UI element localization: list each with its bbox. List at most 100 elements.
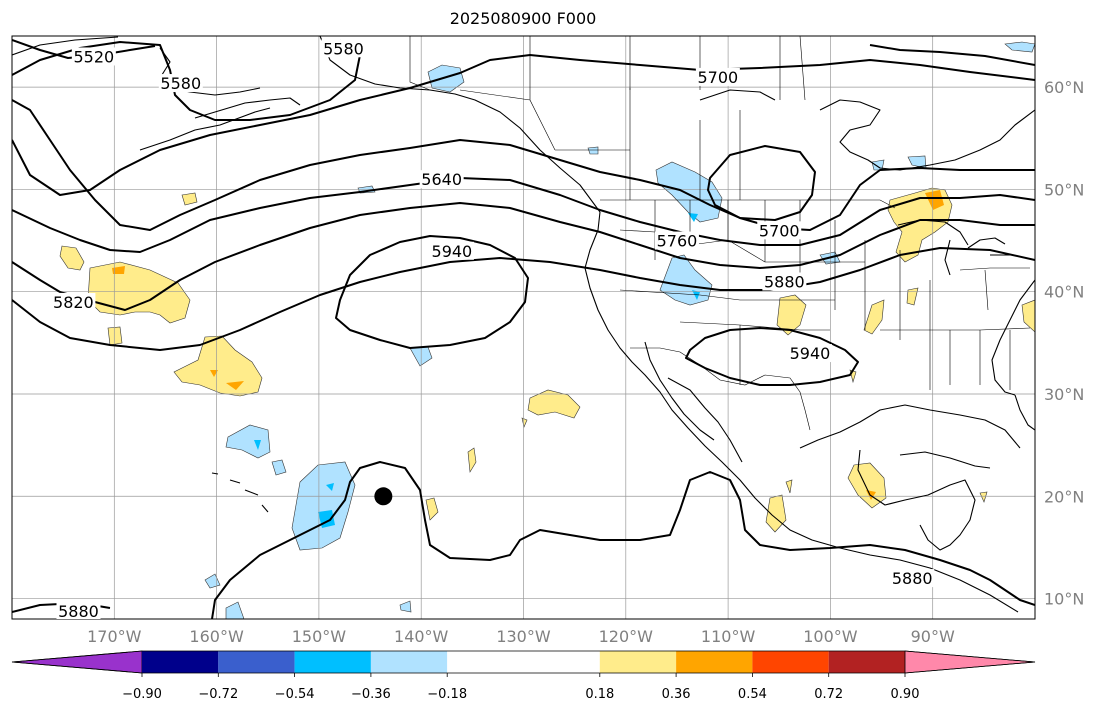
canada-territories-borders — [459, 36, 806, 151]
height-contours — [12, 39, 1035, 619]
state-borders — [555, 88, 1031, 390]
colorbar-tick-label: 0.90 — [891, 687, 920, 702]
colorbar-swatch — [218, 651, 295, 673]
point-marker — [374, 487, 393, 506]
contour-5880 — [12, 247, 1035, 351]
alaska-canada-border — [409, 36, 431, 91]
colorbar-tick-label: −0.18 — [427, 687, 467, 702]
contour-label: 5580 — [160, 74, 201, 93]
positive-anomaly-region — [906, 287, 919, 306]
positive-anomaly-region — [467, 447, 477, 473]
contour-label: 5640 — [421, 170, 462, 189]
positive-anomaly-region — [59, 245, 85, 271]
contour-label: 5880 — [58, 602, 99, 621]
positive-anomaly-region — [979, 491, 988, 503]
colorbar-tick-label: −0.72 — [198, 687, 238, 702]
contour-5700 — [12, 99, 1035, 231]
contour-5580-east — [869, 44, 1035, 66]
colorbar-under-extend — [11, 650, 143, 674]
anomaly-shading — [59, 41, 1035, 619]
colorbar-swatch — [370, 651, 448, 673]
negative-anomaly-region — [655, 161, 723, 223]
colorbar-swatch — [599, 651, 677, 673]
contour-label: 5940 — [432, 242, 473, 261]
positive-anomaly-region — [521, 417, 528, 428]
colorbar-swatch — [294, 651, 371, 673]
lon-tick-label: 100°W — [803, 627, 858, 646]
contour-label: 5700 — [759, 221, 800, 240]
contour-label: 5820 — [53, 293, 94, 312]
colorbar-tick-label: 0.54 — [738, 687, 767, 702]
contour-label: 5880 — [764, 272, 805, 291]
negative-anomaly-region — [204, 573, 221, 589]
contour-5760 — [12, 177, 1035, 253]
positive-anomaly-region — [1021, 299, 1035, 333]
positive-anomaly-region — [112, 266, 125, 274]
negative-anomaly-region — [326, 483, 334, 491]
hudson-bay-coast — [699, 89, 1035, 171]
us-mexico-border — [630, 347, 811, 431]
negative-anomaly-region — [225, 424, 271, 459]
lat-tick-label: 20°N — [1044, 487, 1084, 506]
positive-anomaly-region — [226, 381, 244, 390]
colorbar-tick-label: 0.36 — [662, 687, 691, 702]
lat-lon-grid — [12, 36, 1035, 619]
east-coast — [991, 279, 1035, 396]
negative-anomaly-region — [254, 440, 261, 450]
positive-anomaly-region — [776, 294, 807, 336]
colorbar-tick-label: −0.90 — [122, 687, 162, 702]
colorbar-over-extend — [904, 650, 1036, 674]
lon-tick-label: 120°W — [599, 627, 654, 646]
lat-tick-label: 40°N — [1044, 283, 1084, 302]
north-america-west-coast — [584, 211, 1019, 613]
contour-label: 5700 — [698, 68, 739, 87]
positive-anomaly-region — [527, 389, 581, 419]
lon-tick-label: 110°W — [701, 627, 756, 646]
contour-label-bg — [429, 241, 474, 260]
negative-anomaly-region — [291, 461, 356, 551]
gulf-of-mexico-coast — [799, 394, 1035, 551]
contour-label-bg — [762, 272, 807, 291]
colorbar-swatch — [752, 651, 829, 673]
contour-5940-ring — [335, 235, 529, 349]
marker-layer — [374, 487, 393, 506]
colorbar-swatch — [676, 651, 753, 673]
canada-us-border — [600, 199, 896, 209]
lat-tick-label: 60°N — [1044, 78, 1084, 97]
lat-tick-label: 50°N — [1044, 180, 1084, 199]
contour-label-bg — [654, 231, 699, 250]
colorbar-tick-label: −0.36 — [351, 687, 391, 702]
contour-label-bg — [56, 601, 101, 619]
positive-anomaly-region — [210, 370, 218, 377]
negative-anomaly-region — [1004, 41, 1035, 53]
negative-anomaly-region — [271, 459, 287, 476]
colorbar-swatch — [828, 651, 905, 673]
contour-5640 — [12, 54, 1035, 196]
contour-label-bg — [890, 569, 935, 588]
positive-anomaly-region — [425, 497, 439, 521]
lat-tick-label: 10°N — [1044, 590, 1084, 609]
colorbar: −0.90 −0.72 −0.54 −0.36 −0.18 0.18 0.36 0.54 0.7… — [11, 650, 1036, 702]
positive-anomaly-region — [863, 299, 885, 335]
contour-5580 — [12, 39, 361, 121]
lon-tick-label: 150°W — [292, 627, 347, 646]
colorbar-tick-label: 0.18 — [585, 687, 614, 702]
lon-tick-label: 90°W — [911, 627, 955, 646]
colorbar-swatch — [142, 651, 219, 673]
positive-anomaly-region — [925, 190, 944, 210]
axis-labels: 170°W 160°W 150°W 140°W 130°W 120°W 110°W 100°W… — [87, 78, 1084, 646]
positive-anomaly-region — [785, 479, 793, 494]
contour-label: 5940 — [790, 344, 831, 363]
contour-label-bg — [787, 344, 832, 363]
contour-label-bg — [757, 221, 802, 240]
negative-anomaly-region — [225, 601, 245, 619]
lon-tick-label: 170°W — [87, 627, 142, 646]
contour-label-bg — [419, 170, 464, 189]
positive-anomaly-region — [87, 261, 191, 324]
colorbar-tick-label: −0.54 — [275, 687, 315, 702]
contour-5940-east — [685, 327, 859, 386]
map-frame — [11, 35, 1036, 620]
contour-label-bg — [51, 292, 96, 311]
cuba — [899, 451, 991, 469]
